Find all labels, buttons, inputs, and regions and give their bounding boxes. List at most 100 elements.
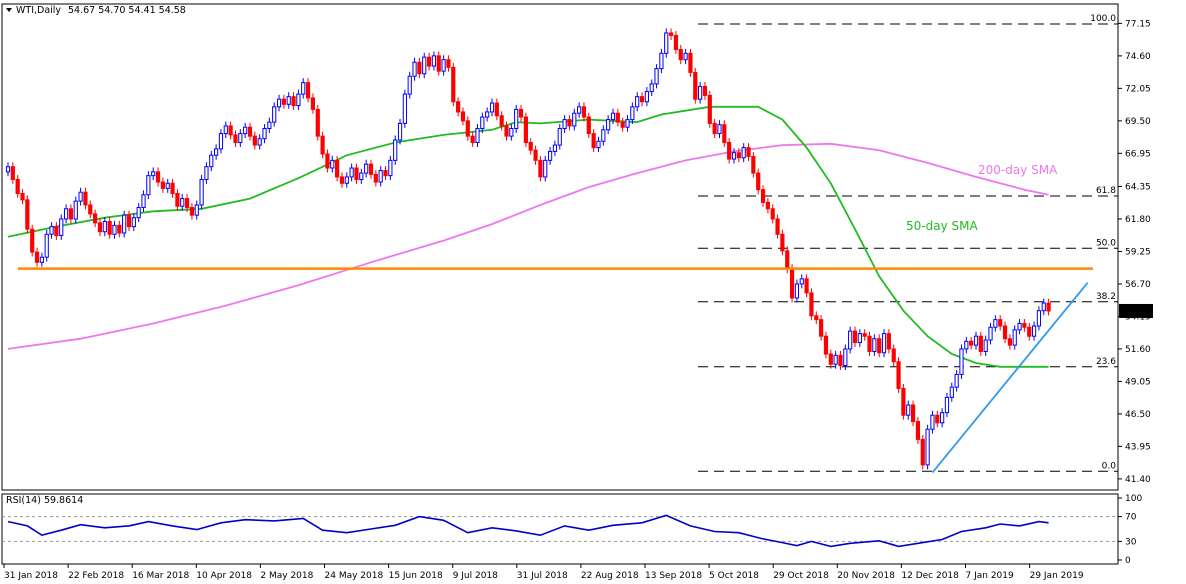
candle <box>615 108 620 127</box>
candle <box>499 111 504 131</box>
candle <box>460 107 466 126</box>
candle <box>286 92 291 109</box>
candle <box>601 125 606 146</box>
date-tick-label: 12 Dec 2018 <box>901 571 959 581</box>
price-tick-label: 41.40 <box>1125 475 1151 485</box>
candle <box>68 204 74 224</box>
candle <box>344 172 349 188</box>
price-axis: 77.15 74.60 72.05 69.50 66.95 64.35 61.80 59.25… <box>1118 19 1153 485</box>
candle <box>301 78 306 99</box>
candle <box>620 117 625 132</box>
candle <box>872 334 877 356</box>
moving-averages: 200-day SMA 50-day SMA <box>7 105 1058 368</box>
candle <box>402 89 407 128</box>
candle <box>717 120 722 139</box>
fib-level-label: 0.0 <box>1102 461 1117 471</box>
date-tick-label: 31 Jan 2018 <box>4 571 58 581</box>
candle <box>10 162 15 184</box>
candle <box>901 383 906 420</box>
candle <box>431 51 437 71</box>
fib-level-label: 38.2 <box>1096 292 1116 302</box>
candle <box>218 129 224 154</box>
candle <box>881 329 887 358</box>
candle <box>673 31 679 54</box>
candle <box>577 102 582 118</box>
candle <box>1017 318 1022 335</box>
candle <box>828 349 833 369</box>
date-axis: 31 Jan 2018 22 Feb 2018 16 Mar 2018 10 Apr … <box>3 564 1084 581</box>
date-tick-label: 29 Oct 2018 <box>773 571 829 581</box>
candle <box>664 28 669 58</box>
candle <box>494 98 499 121</box>
candle <box>1012 325 1017 350</box>
candle <box>906 400 911 420</box>
candle <box>654 64 659 89</box>
candle <box>1031 321 1037 341</box>
candle <box>751 152 756 178</box>
candle <box>5 162 11 177</box>
rsi-panel-border <box>1 493 1119 565</box>
candle <box>20 189 25 205</box>
candle <box>741 143 746 163</box>
candle <box>151 167 156 181</box>
support-trendline <box>931 282 1089 474</box>
chart-frame <box>1 3 1119 565</box>
fib-level-label: 50.0 <box>1096 238 1116 248</box>
candle <box>223 121 228 139</box>
price-tick-label: 61.80 <box>1125 215 1151 225</box>
candle <box>204 162 209 184</box>
candle <box>451 62 456 107</box>
candle <box>964 336 969 354</box>
date-tick-label: 20 Nov 2018 <box>837 571 895 581</box>
candle <box>543 155 548 182</box>
candle <box>126 210 132 232</box>
candle <box>949 382 954 402</box>
candle <box>73 196 78 224</box>
candle <box>625 115 630 132</box>
candle <box>112 220 117 239</box>
collapse-triangle-icon[interactable] <box>6 8 12 12</box>
date-tick-label: 9 Jul 2018 <box>453 571 498 581</box>
candle <box>688 48 693 77</box>
date-tick-label: 10 Apr 2018 <box>196 571 252 581</box>
candle <box>296 89 301 111</box>
sma200-line <box>7 142 1049 350</box>
price-tick-label: 77.15 <box>1125 19 1151 29</box>
candle <box>988 322 993 345</box>
candle <box>39 252 44 267</box>
candle <box>267 117 272 133</box>
candle <box>335 155 340 182</box>
candle <box>233 130 238 147</box>
candle <box>857 329 862 348</box>
candle <box>954 369 959 392</box>
candle <box>1002 321 1008 344</box>
candle <box>281 94 286 109</box>
price-tick-label: 59.25 <box>1125 247 1151 257</box>
candle <box>1027 322 1032 341</box>
candle <box>175 189 180 211</box>
candle <box>925 424 930 470</box>
candle <box>30 224 35 257</box>
sma200-label: 200-day SMA <box>978 163 1058 177</box>
candle <box>131 213 136 232</box>
candle <box>238 129 243 147</box>
candle <box>63 204 69 224</box>
candle <box>862 329 867 341</box>
candle <box>426 52 432 71</box>
candle <box>1046 298 1051 316</box>
candle <box>25 195 30 234</box>
candle <box>117 220 122 238</box>
candle <box>146 171 151 200</box>
candle <box>349 163 354 182</box>
candle <box>610 108 616 125</box>
candle <box>848 326 853 354</box>
price-panel-border <box>1 3 1119 491</box>
candle <box>180 194 185 211</box>
candle <box>731 148 737 164</box>
candle <box>480 112 485 133</box>
date-tick-label: 7 Jan 2019 <box>966 571 1014 581</box>
candle <box>184 194 190 212</box>
candle <box>698 81 703 104</box>
candle <box>1007 334 1012 350</box>
fib-level-label: 61.8 <box>1096 186 1116 196</box>
